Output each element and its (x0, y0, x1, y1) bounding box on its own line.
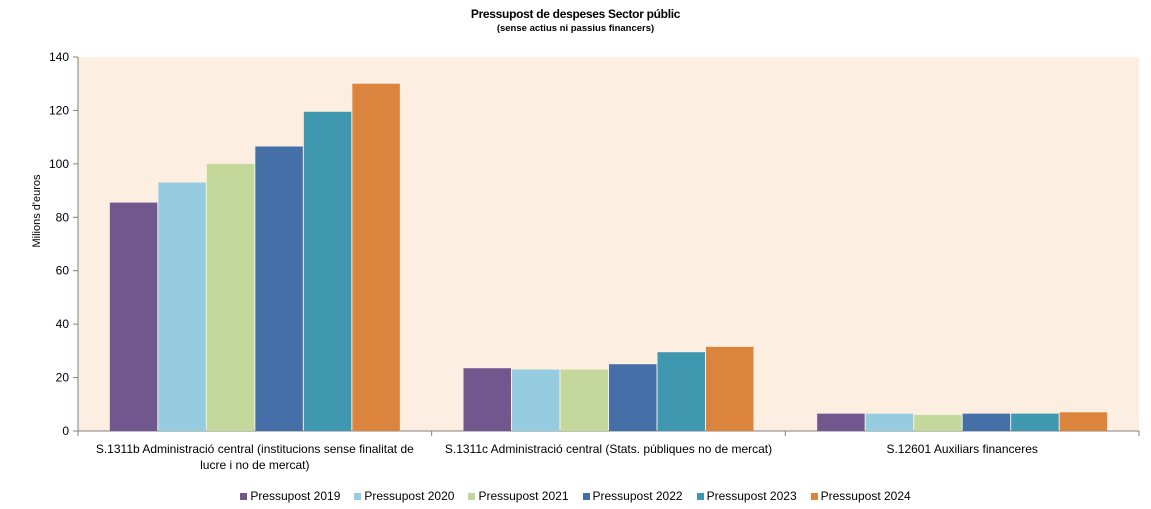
legend-label: Pressupost 2024 (820, 489, 911, 503)
legend-swatch (468, 492, 476, 500)
legend-item: Pressupost 2019 (240, 489, 340, 503)
legend-swatch (696, 492, 704, 500)
bar (352, 83, 400, 431)
bar (463, 368, 511, 431)
legend-swatch (810, 492, 818, 500)
chart-subtitle: (sense actius ni passius financers) (496, 23, 655, 34)
bar (255, 146, 303, 431)
legend-label: Pressupost 2022 (592, 489, 683, 503)
y-tick-label: 60 (56, 264, 70, 278)
y-tick-label: 120 (49, 103, 69, 117)
legend-swatch (582, 492, 590, 500)
bar (303, 111, 352, 431)
bar (914, 414, 962, 431)
legend-item: Pressupost 2024 (810, 489, 911, 503)
bar (1059, 412, 1108, 431)
bar (109, 202, 158, 431)
chart-title: Pressupost de despeses Sector públic (470, 7, 681, 21)
bar (865, 413, 914, 431)
bar (962, 413, 1011, 431)
category-label: lucre i no de mercat) (200, 458, 309, 472)
legend-swatch (354, 492, 362, 500)
y-tick-label: 0 (62, 424, 69, 438)
bar (1011, 413, 1059, 431)
category-label: S.1311c Administració central (Stats. pú… (445, 442, 772, 456)
bar (560, 369, 608, 431)
bar (158, 182, 206, 431)
bar (206, 163, 255, 431)
legend-label: Pressupost 2020 (364, 489, 455, 503)
y-tick-label: 20 (56, 371, 70, 385)
legend: Pressupost 2019 Pressupost 2020 Pressupost… (0, 489, 1151, 503)
legend-label: Pressupost 2021 (478, 489, 569, 503)
legend-swatch (240, 492, 248, 500)
y-tick-label: 80 (56, 210, 70, 224)
y-tick-label: 100 (49, 157, 69, 171)
bar (609, 364, 657, 431)
legend-item: Pressupost 2021 (468, 489, 569, 503)
plot-area (78, 57, 1139, 431)
legend-item: Pressupost 2023 (696, 489, 797, 503)
legend-label: Pressupost 2023 (706, 489, 797, 503)
bar (512, 369, 560, 431)
y-tick-label: 40 (56, 317, 70, 331)
legend-item: Pressupost 2022 (582, 489, 683, 503)
bar (817, 413, 865, 431)
bar (706, 346, 754, 431)
legend-item: Pressupost 2020 (354, 489, 454, 503)
category-label: S.12601 Auxiliars financeres (886, 442, 1037, 456)
category-label: S.1311b Administració central (instituci… (96, 442, 414, 456)
y-tick-label: 140 (49, 50, 69, 64)
bar (657, 352, 705, 431)
legend-label: Pressupost 2019 (250, 489, 341, 503)
